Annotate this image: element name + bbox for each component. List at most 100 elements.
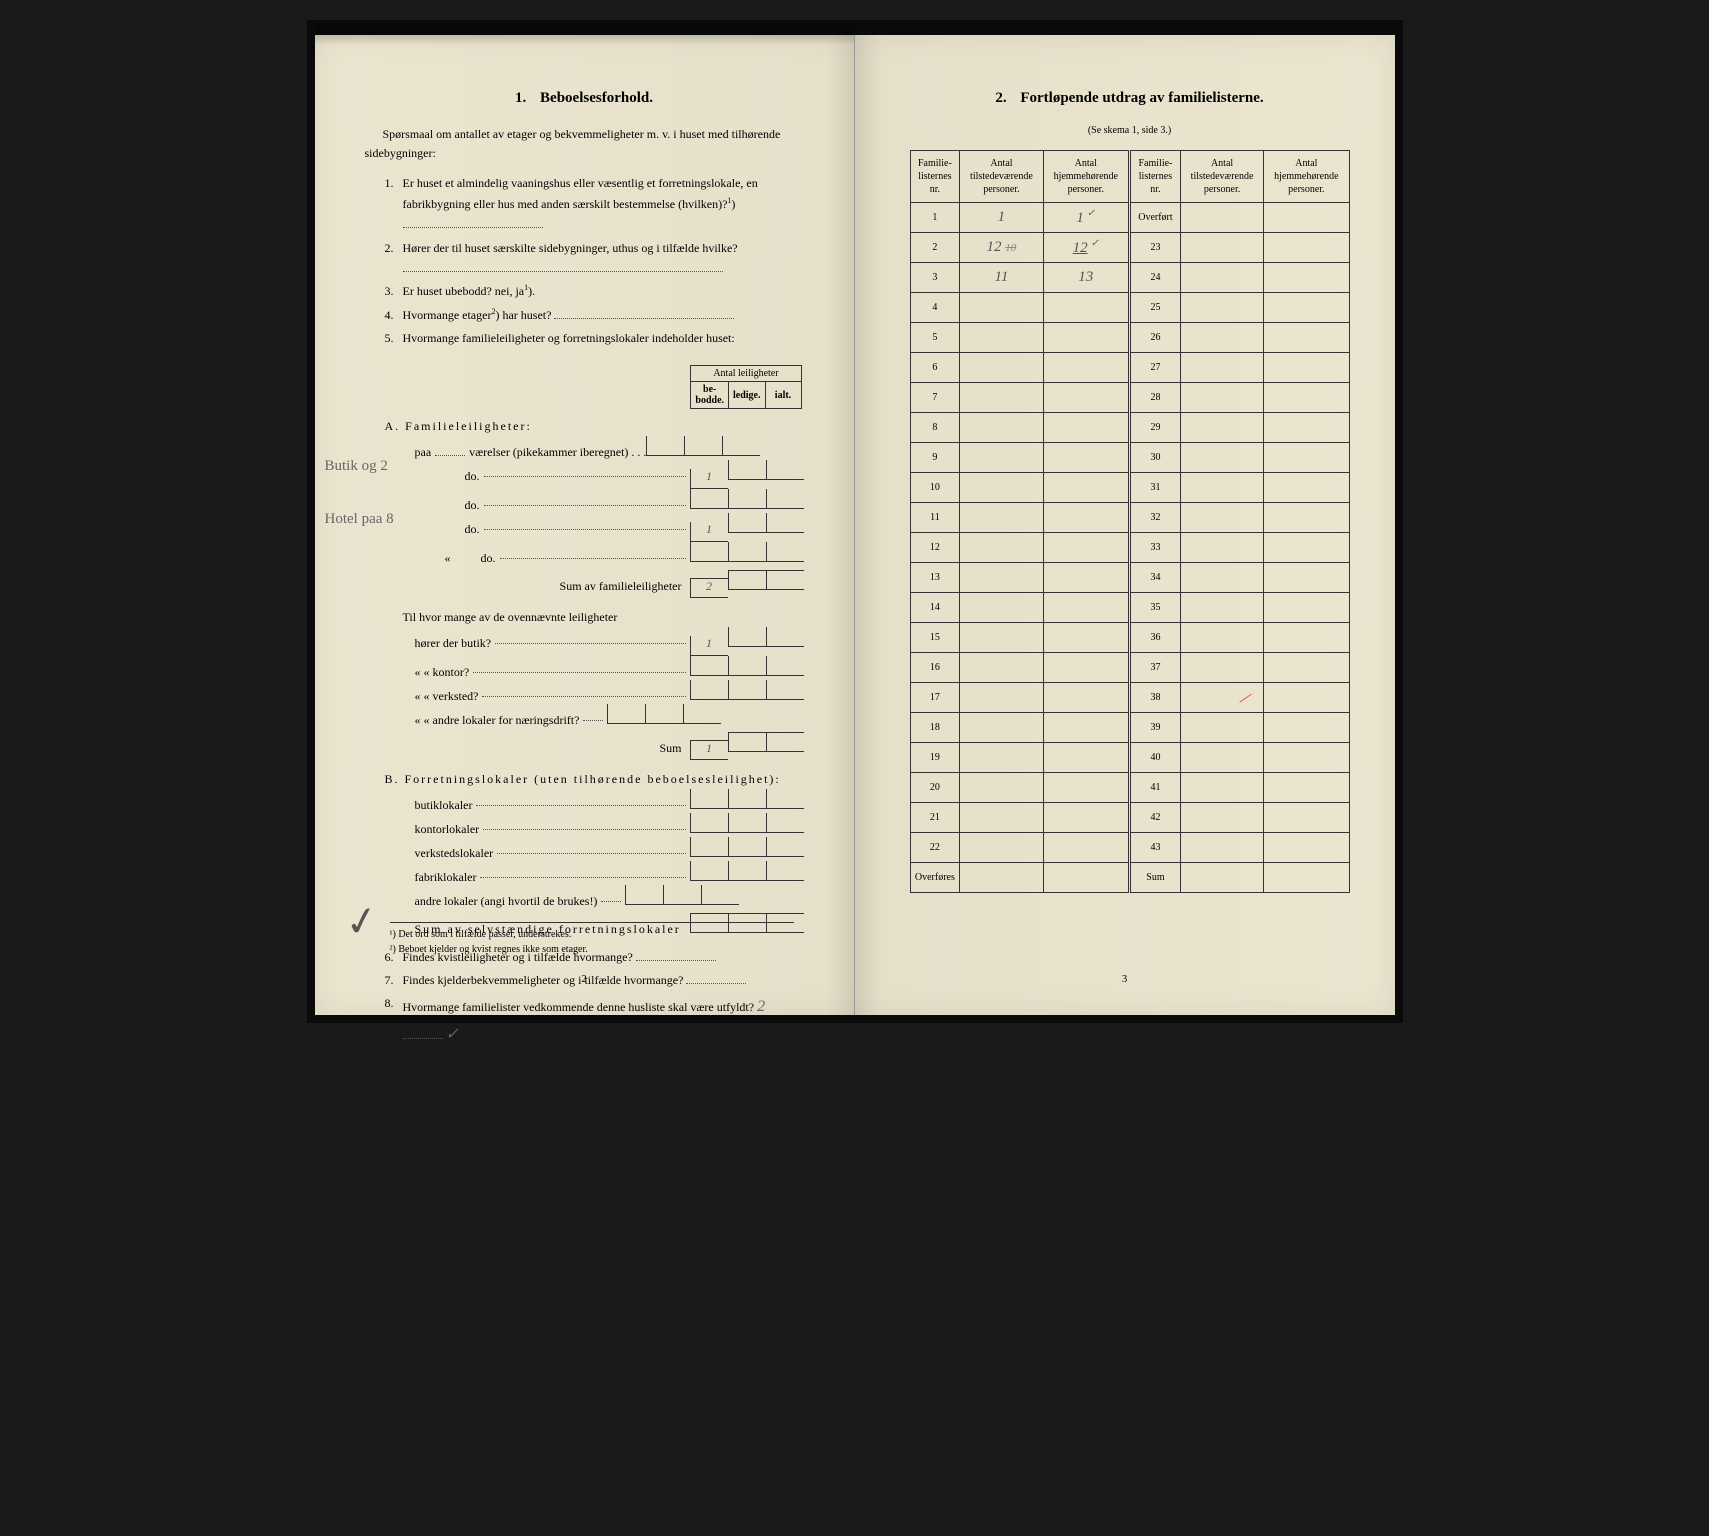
footnotes: ¹) Det ord som i tilfælde passer, unders…	[390, 922, 794, 957]
hw-q8: 2	[757, 998, 765, 1015]
kontor-line: « « kontor?	[415, 656, 804, 680]
left-title: 1. Beboelsesforhold.	[365, 90, 804, 107]
right-subtitle: (Se skema 1, side 3.)	[910, 125, 1350, 136]
q5-text: Hvormange familieleiligheter og forretni…	[403, 328, 804, 348]
table-row: 1637	[910, 653, 1349, 683]
table-row: 2142	[910, 803, 1349, 833]
left-title-text: Beboelsesforhold.	[540, 90, 653, 106]
col3: Antal hjemmehørende personer.	[1043, 151, 1129, 203]
questions-678: 6.Findes kvistleiligheter og i tilfælde …	[385, 947, 804, 1048]
b1-line: butiklokaler	[415, 789, 804, 813]
butik-line: hører der butik? 1	[415, 627, 804, 656]
cell-r3c2: 11	[960, 263, 1043, 293]
right-title-text: Fortløpende utdrag av familielisterne.	[1020, 90, 1263, 106]
hw-val-1b: 1	[690, 522, 728, 542]
section-a-heading: A. Familieleiligheter:	[385, 419, 804, 434]
col5: Antal tilstedeværende personer.	[1180, 151, 1263, 203]
table-row: 728	[910, 383, 1349, 413]
table-row: 1334	[910, 563, 1349, 593]
b4-line: fabriklokaler	[415, 861, 804, 885]
footnote-2: Beboet kjelder og kvist regnes ikke som …	[398, 944, 587, 955]
right-pagenum: 3	[855, 973, 1395, 985]
hw-val-1c: 1	[690, 636, 728, 656]
table-row: 2041	[910, 773, 1349, 803]
andre-line: « « andre lokaler for næringsdrift?	[415, 704, 804, 728]
q1-num: 1.	[385, 173, 403, 234]
overfores-label: Overføres	[910, 863, 960, 893]
line-do2: do.	[415, 489, 804, 513]
table-row: 1233	[910, 533, 1349, 563]
table-row: 2243	[910, 833, 1349, 863]
table-row: 1 1 1✓ Overført	[910, 203, 1349, 233]
cell-r2c3: 12✓	[1043, 233, 1129, 263]
cell-r3c3: 13	[1043, 263, 1129, 293]
col6: Antal hjemmehørende personer.	[1264, 151, 1349, 203]
table-body: 1 1 1✓ Overført 2 12 10 12✓ 23 3 11 13 2…	[910, 203, 1349, 893]
mini-col2: ledige.	[729, 382, 766, 409]
line-do1: Butik og 2 do. 1	[415, 460, 804, 489]
q2: 2. Hører der til huset særskilte sidebyg…	[385, 238, 804, 279]
q2-num: 2.	[385, 238, 403, 279]
b2-line: kontorlokaler	[415, 813, 804, 837]
right-page: 2. Fortløpende utdrag av familielisterne…	[855, 35, 1395, 1015]
table-row: 627	[910, 353, 1349, 383]
question-list: 1. Er huset et almindelig vaaningshus el…	[385, 173, 804, 348]
section-a: A. Familieleiligheter: paa værelser (pik…	[365, 419, 804, 937]
right-title-num: 2.	[995, 90, 1006, 106]
tilhvor-block: Til hvor mange av de ovennævnte leilighe…	[403, 608, 804, 627]
table-row: 1839	[910, 713, 1349, 743]
table-row: 3 11 13 24	[910, 263, 1349, 293]
line-paa: paa værelser (pikekammer iberegnet) . . …	[415, 436, 804, 460]
table-row: 1940	[910, 743, 1349, 773]
mini-col1: be-bodde.	[691, 382, 729, 409]
b5-line: andre lokaler (angi hvortil de brukes!)	[415, 885, 804, 909]
q3-text: Er huset ubebodd? nei, ja1).	[403, 281, 804, 301]
mini-col3: ialt.	[765, 382, 801, 409]
line-do3: Hotel paa 8 do. 1	[415, 513, 804, 542]
q3-num: 3.	[385, 281, 403, 301]
left-page: 1. Beboelsesforhold. Spørsmaal om antall…	[315, 35, 855, 1015]
table-row: 1536	[910, 623, 1349, 653]
b3-line: verkstedslokaler	[415, 837, 804, 861]
intro-text: Spørsmaal om antallet av etager og bekve…	[365, 125, 804, 163]
line-do4: « do.	[415, 542, 804, 566]
table-footer: Overføres Sum	[910, 863, 1349, 893]
table-row: 2 12 10 12✓ 23	[910, 233, 1349, 263]
sum-label: Sum	[1129, 863, 1180, 893]
table-row: 1435	[910, 593, 1349, 623]
table-row: 829	[910, 413, 1349, 443]
overfort-label: Overført	[1129, 203, 1180, 233]
table-row: 425	[910, 293, 1349, 323]
table-row: 1738⁄	[910, 683, 1349, 713]
sum-fam: Sum av familieleiligheter 2	[415, 570, 804, 598]
q2-text: Hører der til huset særskilte sidebygnin…	[403, 238, 804, 279]
hw-val-1d: 1	[690, 740, 728, 760]
verksted-line: « « verksted?	[415, 680, 804, 704]
table-row: 1031	[910, 473, 1349, 503]
cell-r2c2: 12 10	[960, 233, 1043, 263]
col4: Familie-listernes nr.	[1129, 151, 1180, 203]
cell-r1c3: 1✓	[1043, 203, 1129, 233]
mini-header: Antal leiligheter	[691, 366, 801, 382]
q5: 5. Hvormange familieleiligheter og forre…	[385, 328, 804, 348]
right-title: 2. Fortløpende utdrag av familielisterne…	[910, 90, 1350, 107]
table-row: 1132	[910, 503, 1349, 533]
left-pagenum: 2	[315, 973, 854, 985]
section-b-heading: B. Forretningslokaler (uten tilhørende b…	[385, 772, 804, 787]
col2: Antal tilstedeværende personer.	[960, 151, 1043, 203]
q4: 4. Hvormange etager2) har huset?	[385, 305, 804, 325]
hw-butik: Butik og 2	[325, 458, 388, 475]
q4-num: 4.	[385, 305, 403, 325]
sum-line2: Sum 1	[415, 732, 804, 760]
cell-r1c2: 1	[960, 203, 1043, 233]
book-spread: 1. Beboelsesforhold. Spørsmaal om antall…	[307, 20, 1403, 1023]
table-row: 526	[910, 323, 1349, 353]
hw-hotel: Hotel paa 8	[325, 511, 394, 528]
q1: 1. Er huset et almindelig vaaningshus el…	[385, 173, 804, 234]
hw-val-2: 2	[690, 578, 728, 598]
hw-val-1a: 1	[690, 469, 728, 489]
col1: Familie-listernes nr.	[910, 151, 960, 203]
q5-num: 5.	[385, 328, 403, 348]
margin-checkmark: ✓	[341, 895, 382, 947]
q8: 8.Hvormange familielister vedkommende de…	[385, 993, 804, 1047]
